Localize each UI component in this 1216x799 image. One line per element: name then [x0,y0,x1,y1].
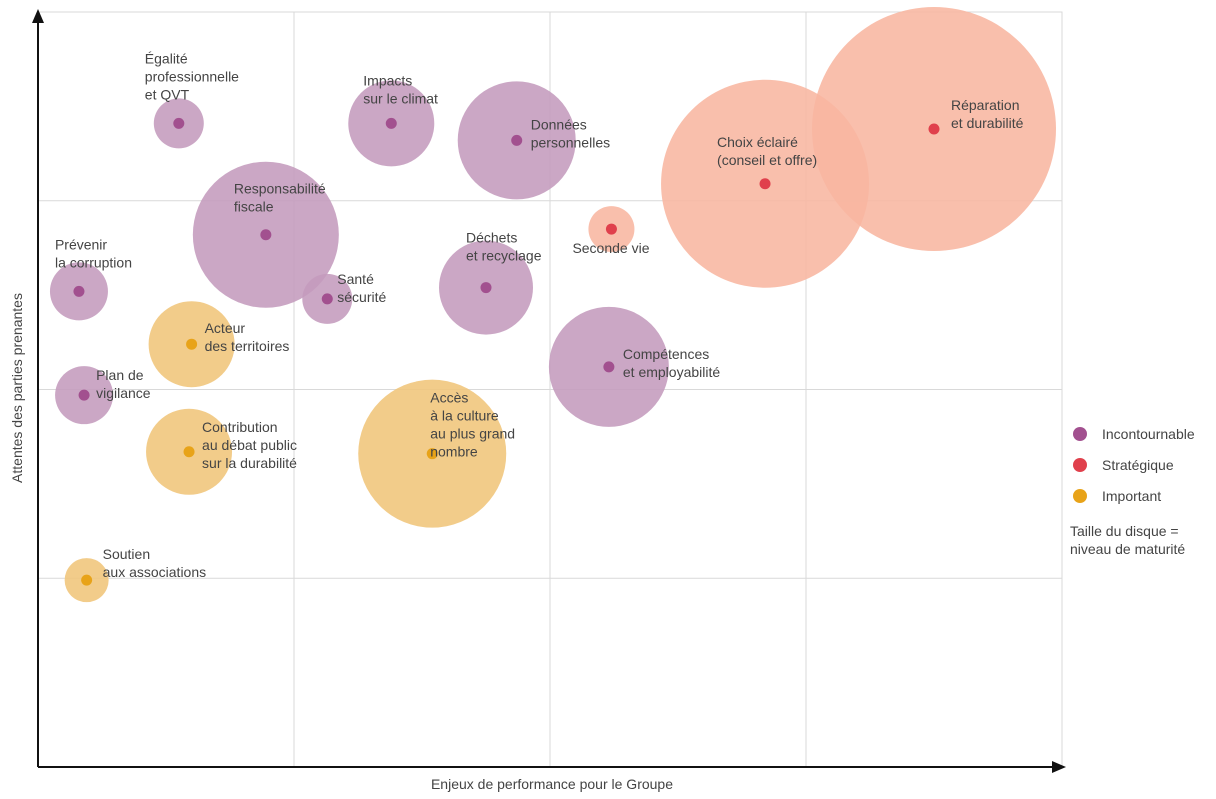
y-axis-arrow [32,9,44,23]
important-label-3: Accès à la culture au plus grand nombre [430,390,515,460]
dot-layer [73,117,940,586]
strategique-label-3: Seconde vie [572,240,649,256]
strategique-label-2: Choix éclairé (conseil et offre) [717,134,817,168]
bubble-layer [49,7,1056,603]
legend-label-strategique: Stratégique [1102,457,1174,473]
incontournable-point-7 [480,282,492,294]
important-label-1: Acteur des territoires [205,320,290,354]
legend-size-note: Taille du disque = niveau de maturité [1070,523,1185,557]
legend: Incontournable Stratégique Important Taille… [1070,426,1195,557]
strategique-label-1: Réparation et durabilité [951,97,1024,131]
incontournable-label-5: Prévenir la corruption [55,236,132,270]
label-layer: Égalité professionnelle et QVT Impacts sur l… [55,50,1024,580]
incontournable-label-3: Données personnelles [531,116,610,150]
strategique-point-1 [928,123,940,135]
legend-swatch-important [1073,489,1087,503]
strategique-point-2 [759,178,771,190]
incontournable-point-1 [173,117,185,129]
legend-swatch-incontournable [1073,427,1087,441]
legend-label-important: Important [1102,488,1161,504]
incontournable-label-8: Compétences et employabilité [623,346,720,380]
incontournable-label-1: Égalité professionnelle et QVT [145,50,239,102]
incontournable-point-8 [603,361,615,373]
incontournable-label-6: Santé sécurité [337,271,386,305]
axis-layer: Enjeux de performance pour le Groupe Att… [9,9,1066,792]
important-point-4 [81,574,93,586]
incontournable-point-5 [73,285,85,297]
incontournable-label-2: Impacts sur le climat [363,72,438,106]
x-axis-arrow [1052,761,1066,773]
important-label-2: Contribution au débat public sur la durabi… [202,419,297,471]
legend-label-incontournable: Incontournable [1102,426,1195,442]
incontournable-label-9: Plan de vigilance [96,367,151,401]
incontournable-point-6 [321,293,333,305]
important-label-4: Soutien aux associations [103,546,207,580]
incontournable-label-7: Déchets et recyclage [466,230,542,264]
x-axis-title: Enjeux de performance pour le Groupe [431,776,673,792]
strategique-point-3 [605,223,617,235]
y-axis-title: Attentes des parties prenantes [9,293,25,483]
legend-swatch-strategique [1073,458,1087,472]
incontournable-point-2 [385,117,397,129]
important-point-3 [426,448,438,460]
incontournable-point-9 [78,389,90,401]
incontournable-point-3 [511,134,523,146]
incontournable-label-4: Responsabilité fiscale [234,181,326,215]
important-point-2 [183,446,195,458]
incontournable-point-4 [260,229,272,241]
important-point-1 [186,338,198,350]
